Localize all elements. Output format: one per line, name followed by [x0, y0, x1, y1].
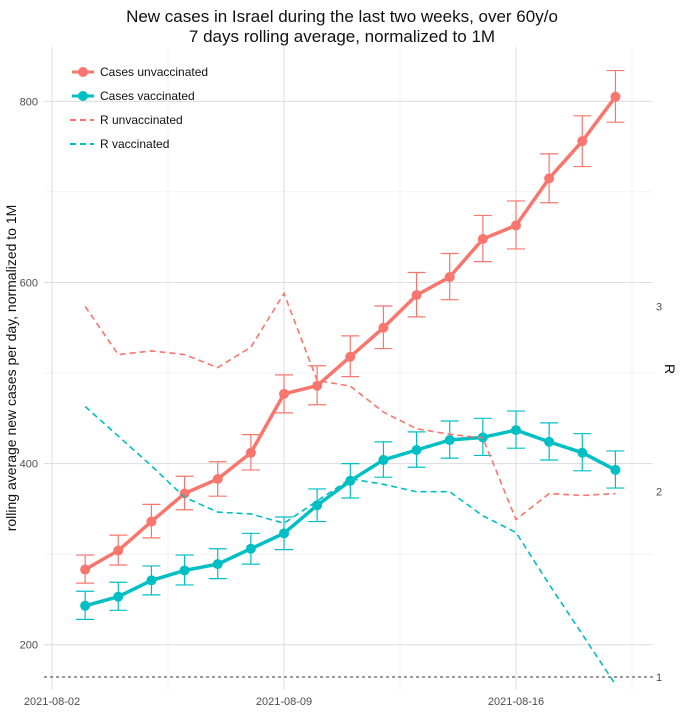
data-point-cases-unvaccinated — [80, 564, 91, 575]
data-point-cases-unvaccinated — [511, 220, 521, 231]
data-point-cases-vaccinated — [378, 454, 389, 465]
data-point-cases-vaccinated — [610, 464, 621, 475]
data-point-cases-unvaccinated — [212, 473, 223, 484]
legend-label-cases-vaccinated: Cases vaccinated — [100, 89, 195, 103]
y-tick-label: 600 — [20, 277, 38, 289]
data-point-cases-vaccinated — [511, 425, 521, 436]
series-layer — [76, 69, 625, 685]
legend-label-r-vaccinated: R vaccinated — [100, 137, 169, 151]
data-point-cases-unvaccinated — [245, 447, 256, 458]
data-point-cases-vaccinated — [245, 543, 256, 554]
data-point-cases-unvaccinated — [312, 380, 323, 391]
chart-subtitle: 7 days rolling average, normalized to 1M — [189, 27, 495, 46]
data-point-cases-vaccinated — [444, 435, 455, 446]
data-point-cases-unvaccinated — [113, 545, 124, 556]
x-tick-label: 2021-08-02 — [24, 696, 80, 708]
x-tick-label: 2021-08-09 — [256, 696, 312, 708]
y-right-tick-label: 1 — [656, 672, 662, 684]
y-axis-title: rolling average new cases per day, norma… — [3, 205, 19, 532]
legend-item-cases-unvaccinated: Cases unvaccinated — [72, 65, 208, 79]
y-right-tick-label: 3 — [656, 301, 662, 313]
data-point-cases-unvaccinated — [544, 173, 555, 184]
legend-item-cases-vaccinated: Cases vaccinated — [72, 89, 195, 103]
data-point-cases-vaccinated — [345, 475, 356, 486]
data-point-cases-unvaccinated — [477, 233, 488, 244]
data-point-cases-unvaccinated — [444, 272, 455, 283]
data-point-cases-vaccinated — [146, 575, 157, 586]
axis-layer: 200 400 600 800 1 2 3 2021-08-02 2021-08-09 2021-… — [20, 96, 662, 708]
data-point-cases-vaccinated — [577, 447, 588, 458]
legend: Cases unvaccinated Cases vaccinated R un… — [70, 65, 208, 151]
data-point-cases-vaccinated — [80, 600, 91, 611]
data-point-cases-unvaccinated — [610, 91, 621, 102]
legend-point-cases-vaccinated — [78, 91, 88, 101]
legend-item-r-unvaccinated: R unvaccinated — [70, 113, 183, 127]
legend-point-cases-unvaccinated — [78, 67, 88, 77]
data-point-cases-vaccinated — [113, 591, 124, 602]
y-tick-label: 800 — [20, 96, 38, 108]
y-right-tick-label: 2 — [656, 487, 662, 499]
chart-title: New cases in Israel during the last two … — [126, 7, 558, 26]
data-point-cases-vaccinated — [544, 436, 555, 447]
data-point-cases-vaccinated — [411, 445, 422, 456]
series-line-r-unvaccinated — [84, 291, 616, 521]
data-point-cases-unvaccinated — [279, 388, 289, 399]
data-point-cases-unvaccinated — [345, 351, 356, 362]
data-point-cases-unvaccinated — [146, 516, 157, 527]
y-tick-label: 400 — [20, 459, 38, 471]
data-point-cases-vaccinated — [279, 528, 289, 539]
legend-label-r-unvaccinated: R unvaccinated — [100, 113, 183, 127]
legend-label-cases-unvaccinated: Cases unvaccinated — [100, 65, 208, 79]
data-point-cases-vaccinated — [212, 559, 223, 570]
data-point-cases-vaccinated — [312, 500, 323, 511]
y-tick-label: 200 — [20, 640, 38, 652]
y-axis-right-title: R — [662, 364, 678, 374]
data-point-cases-vaccinated — [179, 565, 190, 576]
data-point-cases-unvaccinated — [378, 322, 389, 333]
grid-lines — [44, 47, 653, 690]
x-tick-label: 2021-08-16 — [488, 696, 544, 708]
legend-item-r-vaccinated: R vaccinated — [70, 137, 169, 151]
data-point-cases-unvaccinated — [577, 136, 588, 147]
data-point-cases-unvaccinated — [411, 290, 422, 301]
